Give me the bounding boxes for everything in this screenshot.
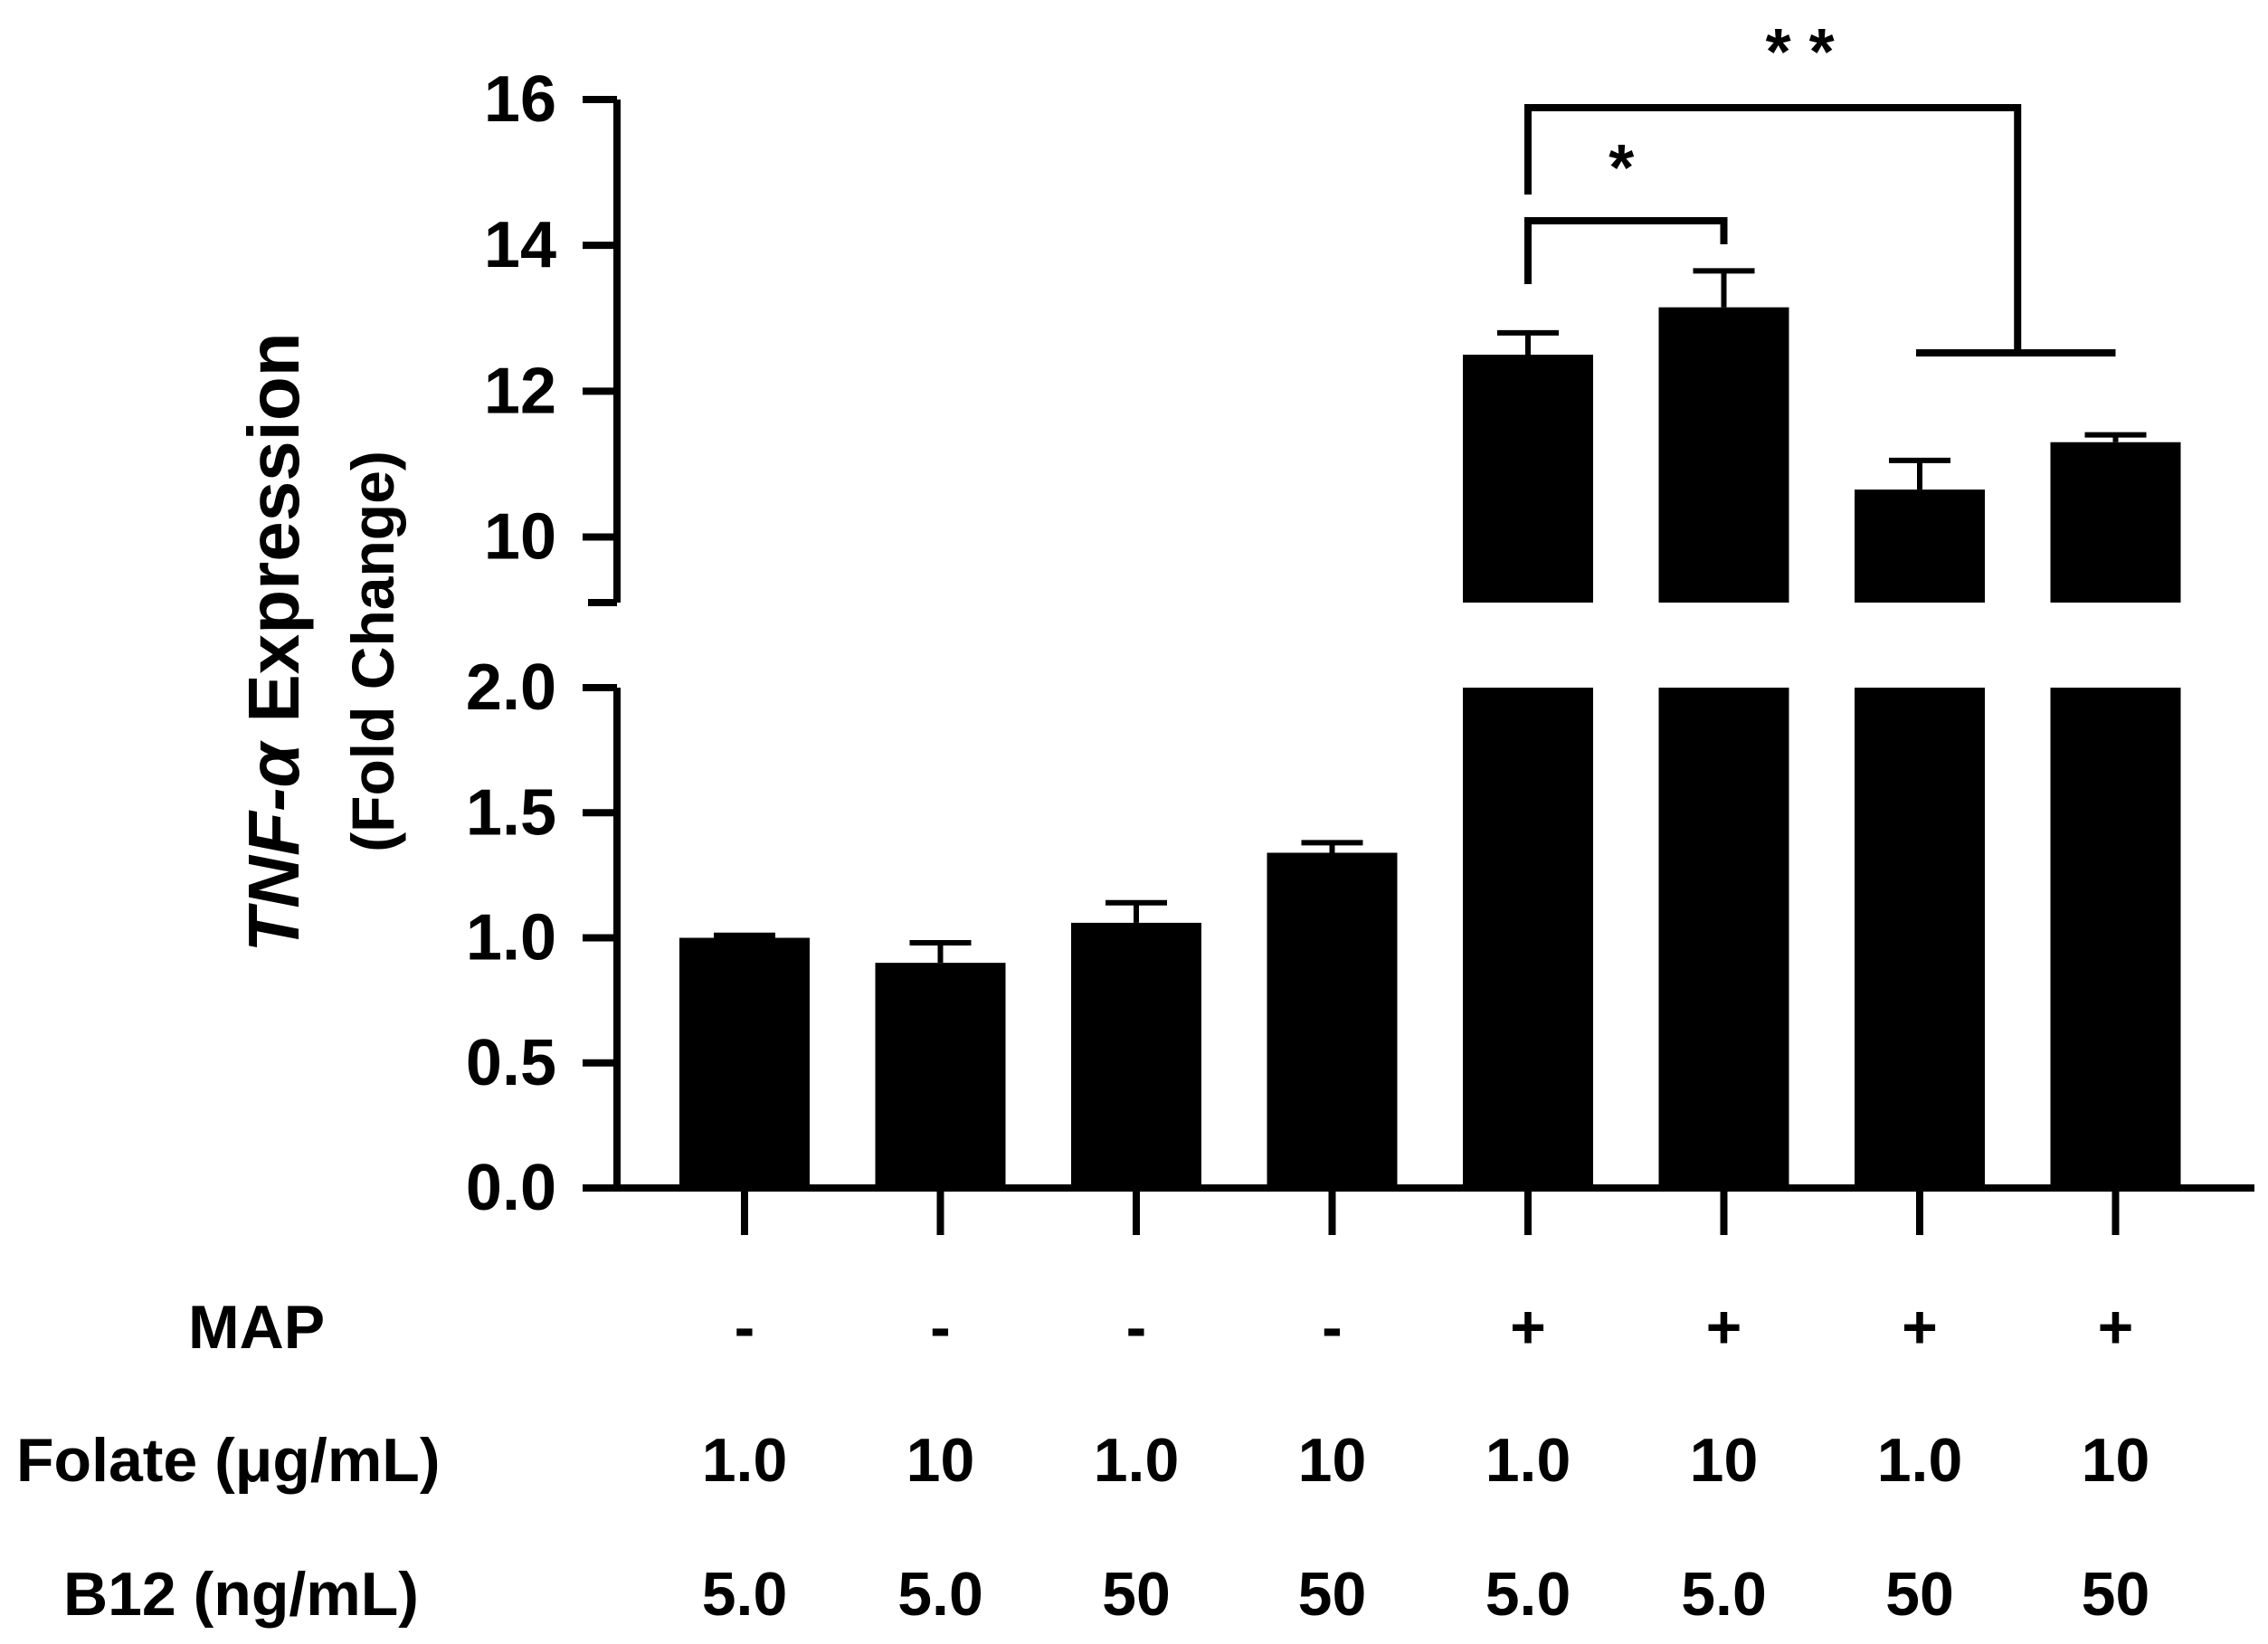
bar-lower-segment [1855, 688, 1985, 1188]
row-value: 50 [1298, 1560, 1367, 1629]
row-value: + [1510, 1293, 1546, 1362]
row-value: 10 [1298, 1426, 1367, 1495]
bar-lower-segment [1463, 688, 1593, 1188]
significance-label: * [1608, 132, 1634, 204]
row-value: 50 [2082, 1560, 2150, 1629]
y-tick-label: 10 [484, 500, 556, 573]
row-label: MAP [188, 1293, 325, 1362]
row-value: - [1322, 1293, 1343, 1362]
y-axis-label: TNF-α Expression (Fold Change) [233, 332, 406, 952]
axes [588, 100, 2254, 1235]
bar-lower-segment [2050, 688, 2181, 1188]
y-axis-label-line1: TNF-α Expression [233, 332, 314, 952]
row-value: 10 [906, 1426, 975, 1495]
row-value: 5.0 [1485, 1560, 1571, 1629]
row-label: B12 (ng/mL) [63, 1560, 419, 1629]
y-tick-label: 1.0 [466, 902, 556, 974]
bar [1071, 922, 1201, 1188]
bracket-star [1524, 217, 1728, 284]
y-axis-label-line2: (Fold Change) [339, 451, 406, 852]
row-value: 5.0 [702, 1560, 788, 1629]
y-ticks: 0.0 0.5 1.0 1.5 2.0 10 12 14 16 [466, 63, 617, 1224]
y-tick-label: 12 [484, 355, 556, 427]
row-value: 1.0 [1094, 1426, 1180, 1495]
row-value: 1.0 [702, 1426, 788, 1495]
row-value: 1.0 [1877, 1426, 1963, 1495]
y-tick-label: 2.0 [466, 651, 556, 724]
y-tick-label: 0.5 [466, 1027, 556, 1099]
bar [875, 963, 1006, 1188]
row-value: + [1902, 1293, 1938, 1362]
bars [679, 268, 2181, 1188]
row-value: 10 [1690, 1426, 1759, 1495]
row-value: - [930, 1293, 951, 1362]
bar [1463, 355, 1593, 603]
condition-table: MAP - - - - + + + + Folate (μg/mL) 1.0 10 1.0 10 1.0 10… [16, 1293, 2149, 1629]
bracket-double-star [1524, 104, 2022, 353]
bar-lower-segment [1658, 688, 1789, 1188]
bar [1658, 307, 1789, 603]
row-value: 1.0 [1485, 1426, 1571, 1495]
bar [1267, 852, 1398, 1188]
bar [2050, 442, 2181, 603]
row-value: 5.0 [897, 1560, 983, 1629]
row-value: - [735, 1293, 755, 1362]
row-label: Folate (μg/mL) [16, 1426, 440, 1495]
row-value: - [1126, 1293, 1147, 1362]
row-value: + [1706, 1293, 1742, 1362]
row-value: 50 [1885, 1560, 1954, 1629]
bar [679, 937, 810, 1188]
significance-brackets: * * * [1524, 16, 2116, 356]
y-tick-label: 0.0 [466, 1152, 556, 1224]
bar [1855, 489, 1985, 603]
row-value: 50 [1102, 1560, 1171, 1629]
y-tick-label: 14 [484, 209, 556, 281]
y-tick-label: 1.5 [466, 776, 556, 849]
y-tick-label: 16 [484, 63, 556, 136]
row-value: 5.0 [1681, 1560, 1767, 1629]
row-value: 10 [2082, 1426, 2150, 1495]
row-value: + [2098, 1293, 2134, 1362]
significance-label: * * [1766, 16, 1835, 89]
